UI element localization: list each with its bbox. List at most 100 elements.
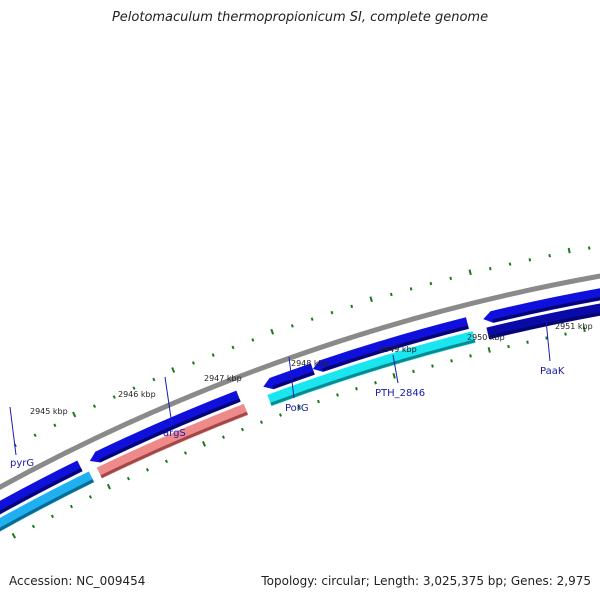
tick-mark <box>374 381 377 385</box>
tick-mark <box>183 451 187 455</box>
tick-mark <box>431 364 434 368</box>
tick-mark <box>412 369 415 374</box>
tick-mark <box>11 532 17 539</box>
gene-label: pyrG <box>10 458 34 469</box>
tick-mark <box>152 377 156 382</box>
gene-label: PaaK <box>540 366 565 377</box>
kbp-label: 2948 kbp <box>291 359 329 368</box>
gene-leader-line <box>164 376 173 426</box>
tick-mark <box>545 336 548 340</box>
tick-mark <box>587 246 591 250</box>
kbp-label: 2947 kbp <box>204 374 242 383</box>
tick-mark <box>508 262 512 266</box>
cds-arrow <box>312 317 469 372</box>
tick-mark <box>488 266 492 271</box>
trna-feature-shadow <box>100 411 248 479</box>
tick-mark <box>279 413 282 417</box>
gene-label: PorG <box>285 403 309 414</box>
cds-arrow-shadow <box>0 468 83 514</box>
tick-mark <box>202 440 206 447</box>
tick-mark <box>355 387 358 391</box>
tick-mark <box>297 404 301 410</box>
tick-mark <box>564 332 567 336</box>
tick-mark <box>260 420 263 424</box>
cds-arrow <box>483 288 600 323</box>
tick-mark <box>92 404 97 408</box>
tick-mark <box>33 433 37 438</box>
tick-mark <box>240 427 244 432</box>
kbp-label: 2946 kbp <box>118 390 156 399</box>
tick-mark <box>88 495 93 499</box>
tick-mark <box>336 393 339 397</box>
tick-mark <box>31 524 36 529</box>
gene-label: argS <box>163 428 186 439</box>
tick-mark <box>582 326 586 332</box>
tick-mark <box>449 276 453 281</box>
tick-mark <box>469 354 472 358</box>
backbone-arc <box>0 273 600 491</box>
tick-mark <box>221 435 225 439</box>
tick-mark <box>429 281 433 286</box>
tick-mark <box>132 386 136 390</box>
tick-mark <box>126 476 130 481</box>
tick-mark <box>548 254 551 258</box>
tick-mark <box>507 344 510 349</box>
tick-mark <box>211 353 215 357</box>
tick-mark <box>310 317 314 321</box>
genome-backbone <box>0 273 600 491</box>
tick-mark <box>231 345 235 350</box>
tick-mark <box>191 361 195 365</box>
tick-mark <box>53 423 57 428</box>
tick-mark <box>145 468 149 472</box>
tick-mark <box>270 328 275 335</box>
kbp-label: 2950 kbp <box>467 333 505 342</box>
cds-arrow-shadow <box>98 398 241 463</box>
accession-text: Accession: NC_009454 <box>9 574 146 588</box>
cds-arrow <box>89 390 241 463</box>
feature-track <box>0 288 600 532</box>
tick-mark <box>251 338 255 342</box>
tick-mark <box>317 399 320 404</box>
tick-mark <box>330 310 334 315</box>
cds-arrow-shadow <box>492 296 600 323</box>
tick-mark <box>468 269 472 276</box>
tick-mark <box>392 372 396 379</box>
tick-mark <box>369 296 373 303</box>
gene-leader-line <box>545 319 551 362</box>
rna-feature-shadow <box>0 479 94 532</box>
tick-mark <box>72 411 77 418</box>
tick-mark <box>106 483 111 490</box>
tick-mark <box>567 247 571 254</box>
gene-leader-line <box>288 356 295 399</box>
gene-labels: pyrG argS PorG PTH_2846 PaaK <box>9 319 565 469</box>
cds-arrow <box>263 363 315 390</box>
tick-mark <box>526 340 529 344</box>
tick-mark <box>171 367 176 373</box>
kbp-label: 2945 kbp <box>30 407 68 416</box>
tick-marks <box>11 246 591 539</box>
tick-mark <box>409 287 413 291</box>
genome-stats-text: Topology: circular; Length: 3,025,375 bp… <box>261 574 591 588</box>
tick-mark <box>164 459 168 464</box>
cds-arrow-shadow <box>488 312 600 339</box>
kbp-label: 2949 kbp <box>379 345 417 354</box>
gene-leader-line <box>9 406 17 456</box>
tick-mark <box>450 359 453 363</box>
gene-label: PTH_2846 <box>375 388 425 399</box>
cds-arrow-shadow <box>322 325 469 372</box>
tick-mark <box>389 292 393 297</box>
tick-mark <box>528 258 532 262</box>
tick-mark <box>290 324 294 328</box>
tick-mark <box>50 514 55 519</box>
cyan-feature-shadow <box>270 339 476 406</box>
tick-mark <box>350 304 354 309</box>
cds-arrow-shadow <box>272 371 315 389</box>
tick-mark <box>69 504 74 509</box>
tick-mark <box>112 395 116 399</box>
gene-leader-line <box>392 354 399 384</box>
map-title: Pelotomaculum thermopropionicum SI, comp… <box>111 10 489 25</box>
tick-mark <box>487 347 491 353</box>
kbp-labels: 2945 kbp 2946 kbp 2947 kbp 2948 kbp 2949 kbp… <box>30 322 593 416</box>
kbp-label: 2951 kbp <box>555 322 593 331</box>
